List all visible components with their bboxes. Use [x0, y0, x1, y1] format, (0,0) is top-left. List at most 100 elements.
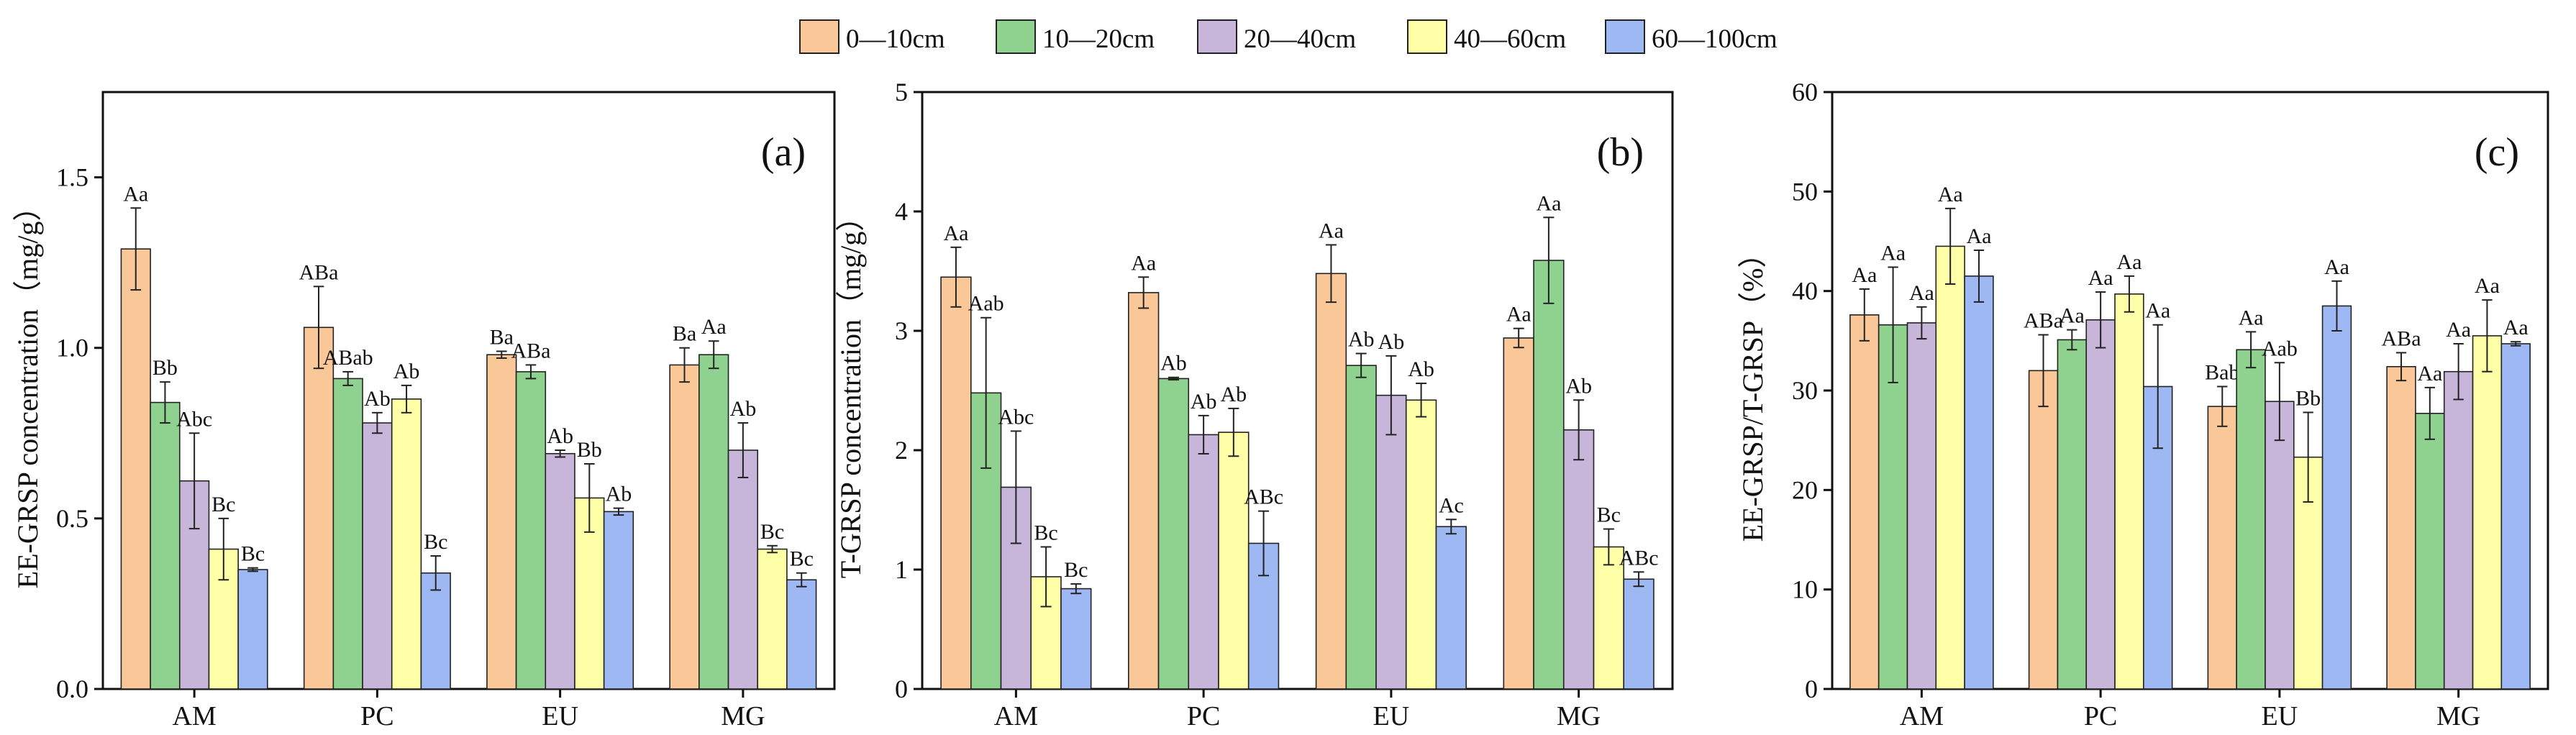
significance-label: Bc	[1034, 521, 1057, 544]
bar-AM-60—100cm	[1060, 588, 1092, 690]
x-tick-label-PC: PC	[360, 701, 393, 731]
y-tick-label: 3	[895, 316, 908, 345]
significance-label: Ab	[1191, 390, 1217, 414]
bar-PC-10—20cm	[332, 378, 363, 690]
bar-PC-0—10cm	[2028, 370, 2059, 690]
significance-label: Aab	[2262, 337, 2298, 360]
significance-label: Ac	[1439, 493, 1464, 517]
bar-MG-40—60cm	[2472, 335, 2503, 690]
significance-label: Aa	[1852, 263, 1877, 287]
bar-MG-60—100cm	[786, 579, 817, 690]
significance-label: Ab	[606, 483, 632, 506]
bar-MG-0—10cm	[1503, 337, 1534, 690]
significance-label: Aa	[943, 222, 968, 245]
legend-swatch-2	[1197, 19, 1237, 54]
legend-swatch-4	[1605, 19, 1645, 54]
bar-AM-0—10cm	[940, 276, 972, 690]
significance-label: Aa	[2324, 255, 2349, 279]
bar-AM-10—20cm	[150, 401, 181, 690]
bar-PC-20—40cm	[1188, 434, 1219, 690]
bar-MG-20—40cm	[2443, 370, 2474, 690]
panel-label: (a)	[761, 130, 806, 175]
bar-PC-20—40cm	[2085, 319, 2116, 690]
significance-label: Aa	[2475, 274, 2500, 298]
legend-swatch-3	[1407, 19, 1447, 54]
legend-label-4: 60—100cm	[1652, 24, 1778, 54]
x-tick-label-AM: AM	[1900, 701, 1944, 731]
legend-label-1: 10—20cm	[1042, 24, 1155, 54]
bar-MG-10—20cm	[2415, 413, 2445, 690]
significance-label: Ab	[1221, 383, 1247, 406]
y-tick-label: 40	[1792, 277, 1818, 306]
significance-label: ABa	[511, 339, 550, 362]
y-tick-label: 5	[895, 78, 908, 106]
significance-label: Bb	[577, 438, 602, 462]
bar-EU-10—20cm	[1345, 365, 1377, 690]
bar-PC-0—10cm	[1128, 292, 1160, 690]
bar-AM-20—40cm	[1906, 322, 1937, 690]
legend: 0—10cm 10—20cm 20—40cm 40—60cm 60—100cm	[799, 19, 1778, 54]
x-tick-label-AM: AM	[173, 701, 217, 731]
bar-AM-60—100cm	[237, 569, 268, 690]
significance-label: Ab	[1408, 357, 1434, 381]
panel-label: (b)	[1597, 130, 1644, 175]
significance-label: Ba	[490, 325, 514, 349]
bar-PC-40—60cm	[391, 398, 422, 690]
bar-AM-0—10cm	[120, 248, 151, 690]
significance-label: Aa	[2088, 266, 2113, 290]
y-tick-label: 1.5	[56, 163, 88, 192]
y-tick-label: 4	[895, 197, 908, 226]
significance-label: Bb	[153, 356, 178, 380]
significance-label: Ab	[730, 397, 757, 421]
chart-panel-c: 0102030405060EE-GRSP/T-GRSP（%）(c)AMAaAaA…	[1737, 78, 2549, 731]
significance-label: Aa	[1938, 183, 1963, 206]
significance-label: Aa	[2503, 316, 2529, 339]
bar-AM-60—100cm	[1964, 275, 1994, 690]
significance-label: Bc	[760, 520, 784, 544]
y-tick-label: 50	[1792, 177, 1818, 206]
y-axis-label: T-GRSP concentration（mg/g）	[834, 203, 867, 579]
bar-PC-0—10cm	[303, 327, 334, 690]
significance-label: Aa	[1909, 281, 1934, 305]
significance-label: Ab	[547, 424, 573, 448]
significance-label: Ab	[1160, 352, 1187, 375]
significance-label: Aa	[2145, 299, 2170, 323]
x-tick-label-PC: PC	[1187, 701, 1220, 731]
plot-frame	[921, 91, 1674, 690]
bar-EU-60—100cm	[603, 511, 634, 690]
bar-EU-40—60cm	[1405, 399, 1437, 690]
bar-MG-10—20cm	[698, 354, 729, 690]
significance-label: Aa	[1966, 224, 1991, 248]
bar-EU-20—40cm	[1375, 394, 1407, 690]
y-tick-label: 2	[895, 436, 908, 465]
legend-label-0: 0—10cm	[846, 24, 945, 54]
significance-label: Ab	[1378, 330, 1405, 354]
bar-EU-60—100cm	[1435, 526, 1467, 690]
x-tick-label-EU: EU	[2262, 701, 2298, 731]
x-tick-label-EU: EU	[542, 701, 578, 731]
significance-label: Aab	[968, 292, 1004, 316]
bar-MG-20—40cm	[727, 449, 759, 690]
significance-label: Ab	[393, 360, 420, 383]
chart-panel-b: 0 1 2 3 4 5 T-GRSP concentration（mg/g） (b) AM Aa A…	[834, 78, 1674, 731]
significance-label: Bc	[1064, 558, 1088, 582]
significance-label: Aa	[2239, 306, 2264, 329]
bar-MG-60—100cm	[1623, 578, 1655, 690]
significance-label: Aa	[1506, 303, 1532, 327]
significance-label: Abc	[176, 407, 212, 431]
significance-label: Bc	[241, 542, 265, 566]
significance-label: Bc	[424, 530, 447, 554]
y-tick-label: 0	[895, 675, 908, 703]
x-tick-label-PC: PC	[2084, 701, 2117, 731]
bar-PC-40—60cm	[1218, 432, 1250, 690]
bar-EU-20—40cm	[2265, 401, 2295, 690]
bar-AM-0—10cm	[1849, 314, 1880, 690]
significance-label: ABc	[1244, 485, 1283, 509]
significance-label: Aa	[1880, 241, 1906, 265]
significance-label: Bab	[2205, 360, 2239, 384]
y-tick-label: 0	[1805, 675, 1818, 703]
bar-EU-0—10cm	[1315, 273, 1347, 690]
significance-label: Bc	[790, 547, 814, 571]
significance-label: Abc	[998, 405, 1034, 429]
